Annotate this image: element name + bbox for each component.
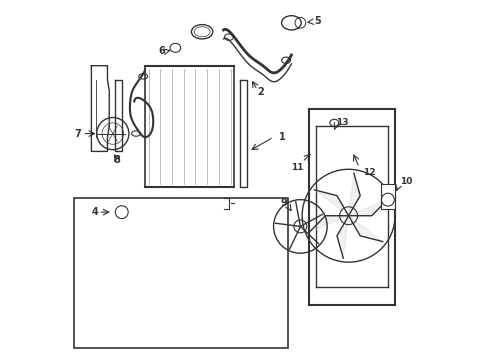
Text: 4: 4: [92, 207, 98, 217]
Polygon shape: [315, 190, 348, 216]
Text: 7: 7: [74, 129, 81, 139]
Text: 6: 6: [158, 46, 165, 57]
Polygon shape: [348, 173, 360, 216]
Polygon shape: [348, 216, 383, 242]
Text: 13: 13: [336, 118, 348, 127]
Text: 3: 3: [169, 121, 175, 131]
Polygon shape: [309, 216, 348, 233]
Text: 2: 2: [258, 87, 265, 98]
Text: 1: 1: [279, 132, 286, 142]
Bar: [145, 66, 234, 187]
Text: 5: 5: [315, 16, 321, 26]
Text: 10: 10: [400, 177, 413, 186]
Bar: [381, 184, 395, 208]
Polygon shape: [337, 216, 348, 258]
Bar: [74, 198, 288, 348]
Text: 9: 9: [281, 198, 288, 208]
Text: 11: 11: [291, 163, 303, 172]
Polygon shape: [348, 199, 388, 216]
Text: 8: 8: [113, 156, 120, 165]
Text: 12: 12: [363, 168, 375, 177]
